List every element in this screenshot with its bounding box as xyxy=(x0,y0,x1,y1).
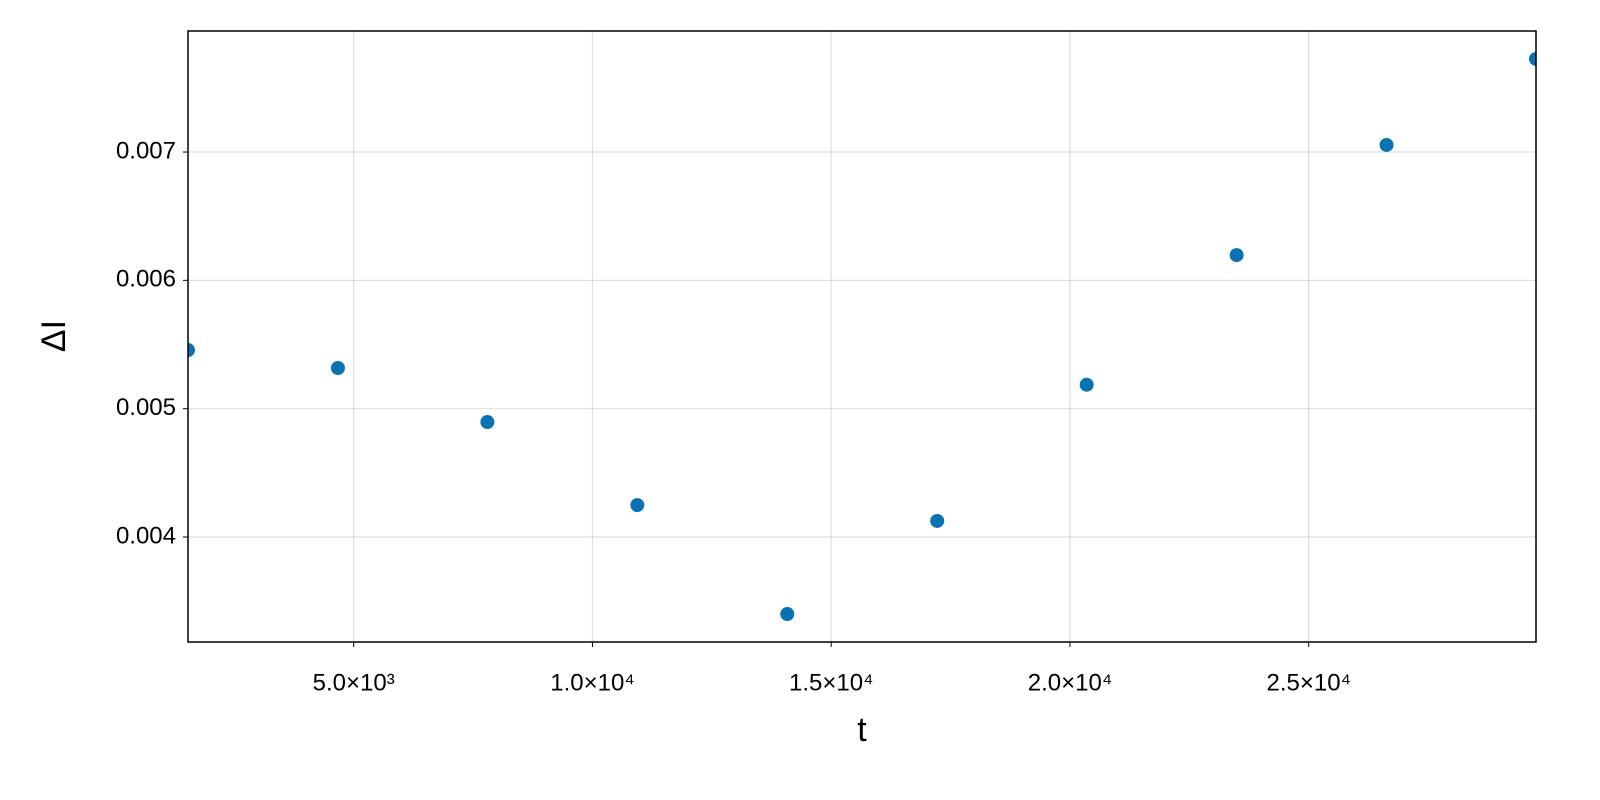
x-tick-label: 2.0×10⁴ xyxy=(1028,669,1112,696)
x-tick-label: 1.5×10⁴ xyxy=(789,669,873,696)
y-tick-label: 0.005 xyxy=(116,394,176,421)
point xyxy=(1379,137,1394,152)
x-axis-label: t xyxy=(857,711,867,749)
point xyxy=(1229,248,1244,263)
point xyxy=(780,607,795,622)
point xyxy=(480,415,495,430)
points xyxy=(188,51,1536,622)
point xyxy=(188,343,195,358)
point xyxy=(630,498,645,513)
y-axis-label: ΔI xyxy=(35,320,73,352)
y-tick-label: 0.004 xyxy=(116,522,176,549)
grid xyxy=(188,31,1536,642)
point xyxy=(330,361,345,376)
point xyxy=(1079,377,1094,392)
plot-frame xyxy=(187,30,1537,643)
x-tick-label: 2.5×10⁴ xyxy=(1267,669,1351,696)
x-tick-label: 5.0×10³ xyxy=(313,669,395,696)
y-tick-label: 0.006 xyxy=(116,266,176,293)
y-tick-label: 0.007 xyxy=(116,137,176,164)
point xyxy=(930,513,945,528)
point xyxy=(1529,51,1536,66)
x-tick-label: 1.0×10⁴ xyxy=(550,669,634,696)
